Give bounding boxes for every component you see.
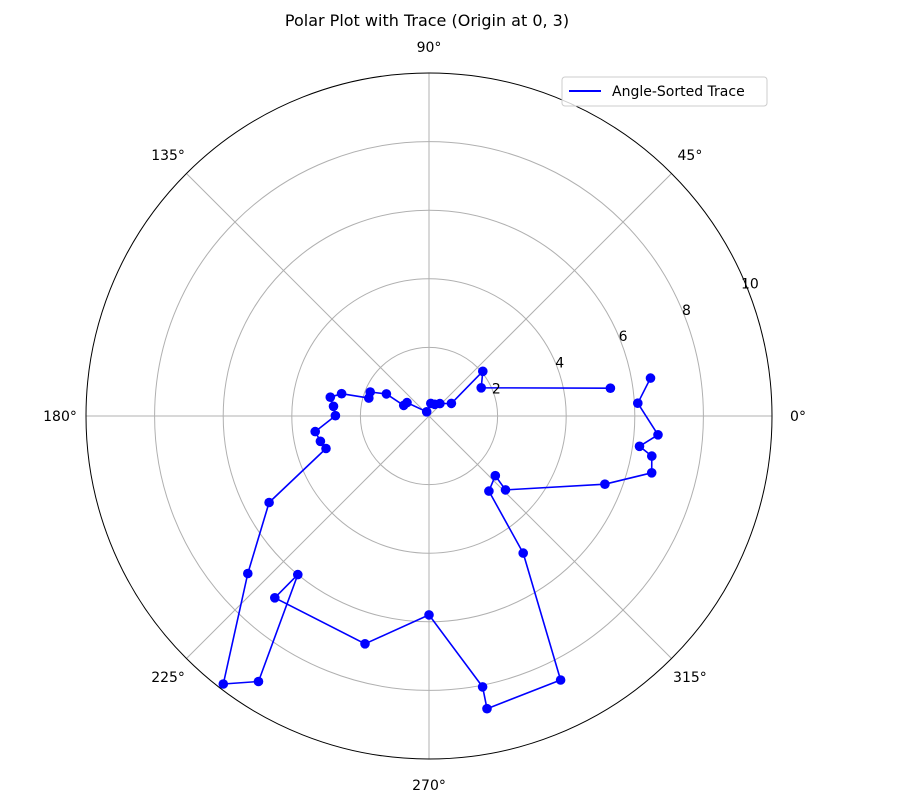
data-point	[646, 468, 657, 478]
data-point	[402, 397, 412, 408]
theta-gridline-135	[186, 173, 430, 417]
data-point	[325, 392, 336, 403]
data-point	[645, 373, 656, 383]
data-point	[365, 387, 376, 397]
data-point	[446, 398, 457, 409]
data-point	[360, 639, 370, 649]
data-point	[500, 485, 511, 495]
r-tick-label: 2	[492, 382, 501, 398]
data-point	[633, 398, 643, 409]
data-point	[336, 388, 347, 399]
data-point	[484, 486, 494, 496]
data-point	[381, 389, 392, 399]
data-point	[482, 703, 492, 714]
data-point	[253, 676, 264, 687]
data-point	[328, 401, 339, 412]
tick-labels: 0° 45° 90° 135° 180° 225° 270° 315° 2 4 6 8 10	[43, 40, 806, 794]
grid	[86, 73, 772, 759]
data-point	[264, 497, 274, 508]
r-tick-label: 8	[682, 303, 691, 319]
plot-frame	[85, 72, 773, 760]
r-tick-label: 10	[741, 277, 759, 293]
data-point	[424, 610, 434, 620]
data-point	[518, 548, 528, 558]
data-point	[605, 383, 616, 394]
data-point	[477, 682, 488, 692]
data-point	[478, 366, 488, 377]
trace-series	[218, 366, 663, 714]
legend: Angle-Sorted Trace	[561, 76, 768, 107]
data-point	[634, 441, 645, 452]
r-tick-label: 6	[619, 329, 628, 345]
data-point	[600, 479, 610, 490]
data-point	[310, 426, 321, 437]
theta-tick-label: 135°	[151, 148, 185, 164]
theta-tick-label: 180°	[43, 409, 77, 425]
theta-tick-label: 45°	[678, 148, 703, 164]
data-point	[315, 436, 326, 447]
theta-tick-label: 270°	[412, 778, 446, 794]
data-point	[293, 569, 303, 580]
chart-title: Polar Plot with Trace (Origin at 0, 3)	[285, 11, 569, 30]
legend-label: Angle-Sorted Trace	[612, 84, 745, 100]
data-point	[476, 383, 487, 393]
theta-tick-label: 0°	[790, 409, 806, 425]
data-point	[421, 407, 432, 417]
theta-tick-label: 315°	[673, 670, 707, 686]
data-point	[653, 430, 663, 440]
theta-tick-label: 225°	[151, 670, 185, 686]
data-point	[243, 568, 253, 579]
r-tick-label: 4	[555, 355, 564, 371]
theta-gridline-225	[186, 415, 430, 659]
data-point	[555, 675, 566, 685]
data-point	[647, 451, 657, 461]
data-point	[490, 470, 501, 481]
data-point	[321, 443, 331, 454]
legend-box	[561, 76, 768, 107]
theta-tick-label: 90°	[417, 40, 442, 56]
theta-gridline-45	[428, 173, 672, 417]
data-point	[330, 410, 341, 421]
data-point	[270, 593, 280, 603]
data-point	[435, 398, 445, 409]
data-point	[218, 679, 229, 689]
theta-gridline-315	[428, 415, 672, 659]
